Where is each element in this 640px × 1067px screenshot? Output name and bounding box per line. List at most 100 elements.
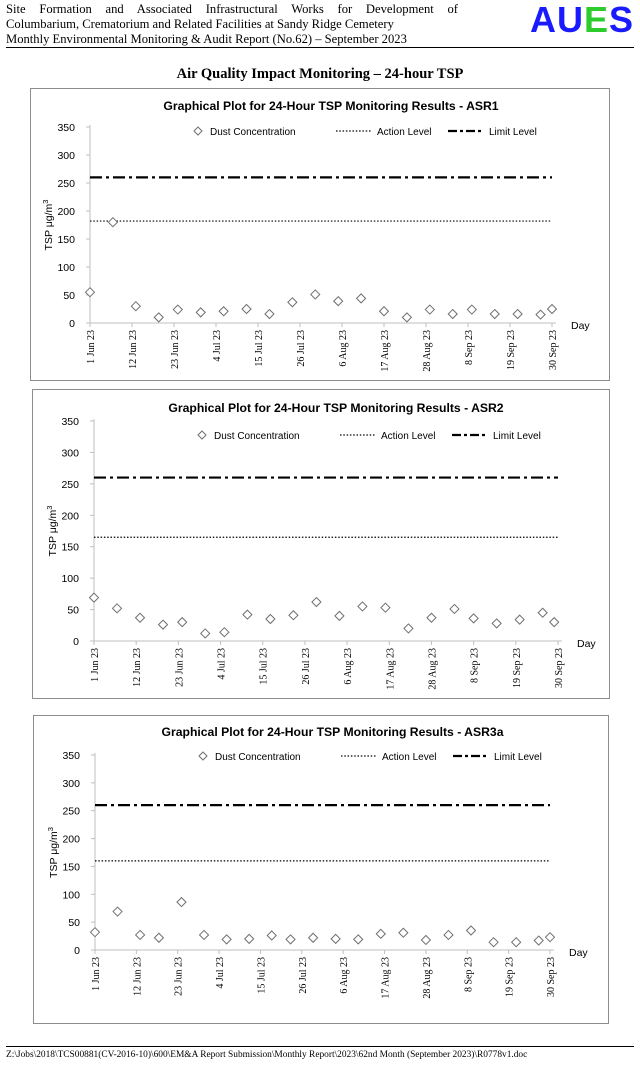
data-point [285,934,296,945]
data-point [265,613,276,625]
y-tick-label: 350 [57,122,75,134]
data-point [380,602,391,613]
x-tick-label: 30 Sep 23 [548,330,559,370]
legend-marker-dust [198,751,208,761]
x-tick-label: 8 Sep 23 [464,330,475,365]
y-tick-label: 300 [62,778,80,790]
data-point [287,297,298,308]
data-point [243,933,255,945]
data-point [242,609,253,620]
data-point [330,933,341,945]
data-point [130,300,142,312]
y-tick-label: 150 [62,861,80,873]
y-axis-title: TSP μg/m3 [41,200,55,251]
data-point [375,928,386,940]
y-tick-label: 250 [57,178,75,190]
data-point [465,925,477,936]
data-point [266,930,277,941]
chart-title: Graphical Plot for 24-Hour TSP Monitorin… [168,401,503,415]
data-point [546,303,558,315]
y-tick-label: 250 [62,806,80,818]
y-tick-label: 0 [69,318,75,330]
x-tick-label: 19 Sep 23 [506,330,517,370]
data-point [288,610,299,621]
chart-panel-asr1: Graphical Plot for 24-Hour TSP Monitorin… [30,88,610,381]
data-point [512,308,523,320]
x-tick-label: 28 Aug 23 [422,957,433,999]
legend-label-action: Action Level [377,127,431,138]
x-axis-title: Day [577,638,596,650]
data-point [176,896,187,908]
header-line-1: Site Formation and Associated Infrastruc… [6,2,458,16]
x-tick-label: 30 Sep 23 [546,957,557,997]
x-tick-label: 30 Sep 23 [554,648,565,688]
y-tick-label: 50 [67,605,79,617]
y-axis-title-text: TSP μg/m [43,203,55,250]
data-point [84,286,96,298]
y-tick-label: 350 [62,750,80,762]
data-point [107,216,119,228]
x-axis-title: Day [571,320,590,332]
data-point [468,613,479,624]
data-point [88,592,100,603]
x-tick-label: 12 Jun 23 [132,648,143,687]
legend-label-action: Action Level [381,431,435,442]
y-axis-title-superscript: 3 [45,506,54,510]
x-tick-label: 28 Aug 23 [427,648,438,690]
legend-label-dust: Dust Concentration [215,752,301,763]
y-tick-label: 300 [61,447,79,459]
data-point [221,934,232,945]
data-point [219,626,230,638]
x-tick-label: 23 Jun 23 [174,957,185,996]
y-axis-title: TSP μg/m3 [46,827,60,878]
chart-title: Graphical Plot for 24-Hour TSP Monitorin… [162,725,504,739]
x-tick-label: 17 Aug 23 [381,957,392,999]
logo-part-1: AU [529,0,584,40]
x-tick-label: 1 Jun 23 [86,330,97,364]
data-point [491,618,502,629]
page-title: Air Quality Impact Monitoring – 24-hour … [176,66,464,82]
legend-label-action: Action Level [382,752,436,763]
y-tick-label: 100 [57,262,75,274]
data-point [510,936,522,948]
chart-asr3a: Graphical Plot for 24-Hour TSP Monitorin… [46,725,588,999]
y-tick-label: 200 [62,834,80,846]
legend-label-limit: Limit Level [493,431,541,442]
logo-part-3: S [608,0,634,40]
data-point [398,927,409,938]
x-tick-label: 8 Sep 23 [470,648,481,683]
y-tick-label: 100 [62,889,80,901]
footer-file-path: Z:\Jobs\2018\TCS00881(CV-2016-10)\600\EM… [6,1050,528,1060]
legend-label-dust: Dust Concentration [214,431,300,442]
footer-divider [6,1046,634,1047]
x-tick-label: 19 Sep 23 [505,957,516,997]
y-tick-label: 200 [57,206,75,218]
x-tick-label: 12 Jun 23 [132,957,143,996]
x-tick-label: 26 Jul 23 [296,330,307,367]
x-tick-label: 4 Jul 23 [217,648,228,680]
x-tick-label: 23 Jun 23 [170,330,181,369]
data-point [357,601,368,612]
data-point [449,603,460,615]
data-point [332,295,344,307]
chart-panel-asr3a: Graphical Plot for 24-Hour TSP Monitorin… [33,715,609,1024]
legend-label-dust: Dust Concentration [210,127,296,138]
y-tick-label: 50 [63,290,75,302]
data-point [401,312,413,323]
data-point [378,306,390,317]
data-point [514,614,525,625]
data-point [264,308,275,320]
data-point [134,929,146,941]
x-axis-title: Day [569,947,588,959]
y-tick-label: 0 [73,636,79,648]
x-tick-label: 4 Jul 23 [215,957,226,989]
y-tick-label: 250 [61,479,79,491]
header-divider [6,47,634,48]
data-point [537,607,548,618]
y-axis-title-text: TSP μg/m [48,831,60,878]
legend-marker-dust [197,430,207,440]
header-line-3: Monthly Environmental Monitoring & Audit… [6,31,407,46]
chart-panel-asr2: Graphical Plot for 24-Hour TSP Monitorin… [32,389,610,699]
data-point [403,623,414,634]
y-axis-title-superscript: 3 [41,200,50,204]
